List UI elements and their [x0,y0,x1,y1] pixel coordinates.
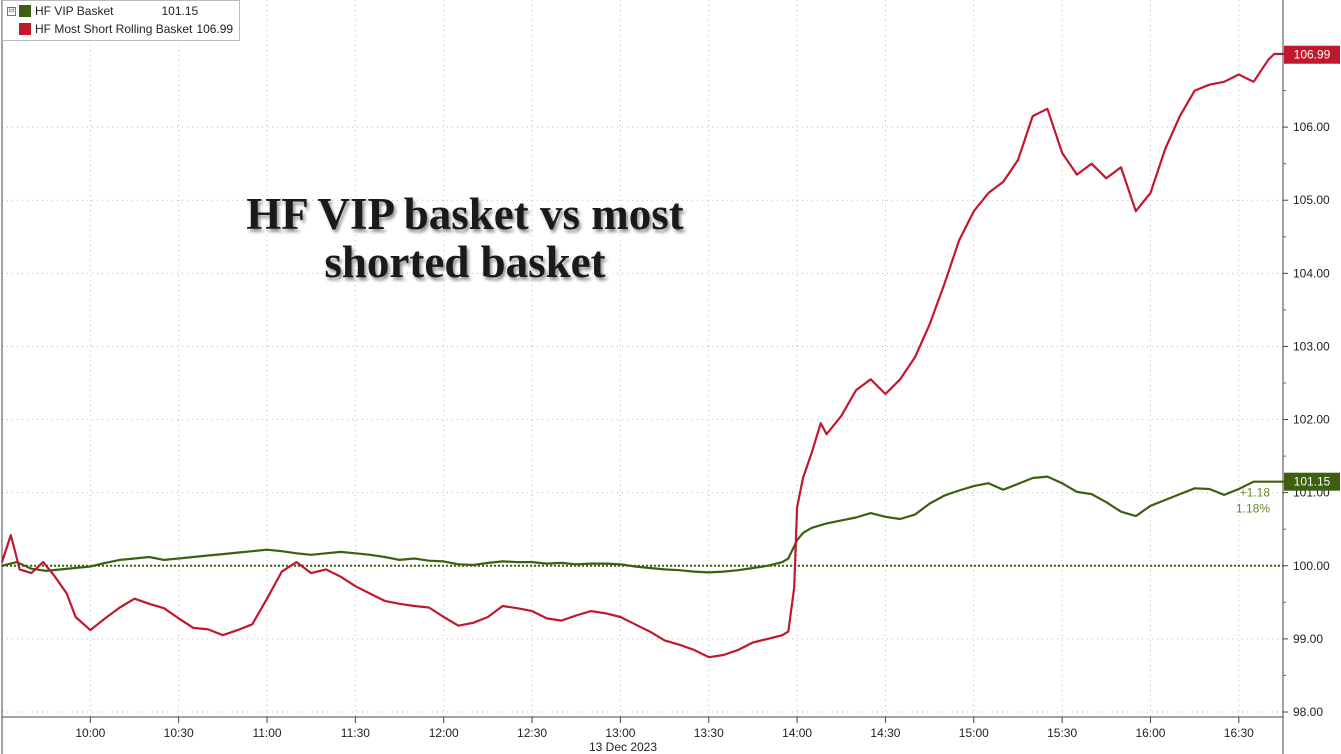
axes [1,0,1284,754]
y-tick-label: 105.00 [1293,193,1330,207]
x-tick-label: 16:00 [1135,726,1165,740]
legend-name-short: HF Most Short Rolling Basket [35,22,193,36]
legend-item-short[interactable]: HF Most Short Rolling Basket 106.99 [7,20,233,38]
x-tick-label: 12:00 [429,726,459,740]
grid [2,0,1283,717]
x-tick-label: 10:30 [164,726,194,740]
legend-value-vip: 101.15 [161,4,199,18]
x-tick-label: 16:30 [1224,726,1254,740]
change-pct-label: 1.18% [1236,502,1270,516]
x-tick-label: 15:30 [1047,726,1077,740]
last-value-label-0: 101.15 [1294,475,1331,489]
legend-item-vip[interactable]: ⊟ HF VIP Basket 101.15 [7,2,233,20]
chart-title-line-1: HF VIP basket vs most [246,189,684,239]
y-tick-label: 103.00 [1293,339,1330,353]
chart-title: HF VIP basket vs most shorted basket [150,190,780,286]
x-tick-label: 13:30 [694,726,724,740]
x-tick-label: 10:00 [75,726,105,740]
series-line-1 [0,52,1328,659]
legend: ⊟ HF VIP Basket 101.15 HF Most Short Rol… [2,0,241,41]
legend-swatch-short [19,23,31,35]
x-tick-label: 14:00 [782,726,812,740]
x-tick-label: 11:00 [252,726,281,740]
y-tick-label: 104.00 [1293,266,1330,280]
series-line-0 [1,475,1328,574]
last-value-box-1 [1284,45,1340,64]
last-value-box-0 [1284,472,1340,491]
x-tick-label: 13:00 [605,726,635,740]
x-tick-label: 15:00 [959,726,989,740]
y-tick-label: 106.00 [1293,120,1330,134]
y-tick-label: 102.00 [1293,413,1330,427]
y-axis-ticks: 98.0099.00100.00101.00102.00103.00104.00… [1283,90,1330,719]
x-tick-label: 11:30 [341,726,370,740]
collapse-icon[interactable]: ⊟ [7,6,16,16]
legend-name-vip: HF VIP Basket [35,4,114,18]
y-tick-label: 99.00 [1293,632,1323,646]
value-labels: 101.15 106.99 +1.18 1.18% [1236,45,1340,516]
series-lines [0,52,1328,659]
y-tick-label: 100.00 [1293,559,1330,573]
legend-expand-placeholder [7,25,16,34]
x-date-label: 13 Dec 2023 [589,740,657,754]
legend-value-short: 106.99 [196,22,234,36]
y-tick-label: 98.00 [1293,705,1323,719]
change-label: +1.18 [1240,486,1271,500]
x-axis-ticks: 10:00 10:30 11:00 11:30 12:00 12:30 13:00 13:30… [75,717,1254,754]
last-value-label-1: 106.99 [1294,48,1331,62]
chart-title-line-2: shorted basket [324,237,606,287]
x-tick-label: 14:30 [870,726,900,740]
legend-swatch-vip [19,5,31,17]
x-tick-label: 12:30 [517,726,547,740]
